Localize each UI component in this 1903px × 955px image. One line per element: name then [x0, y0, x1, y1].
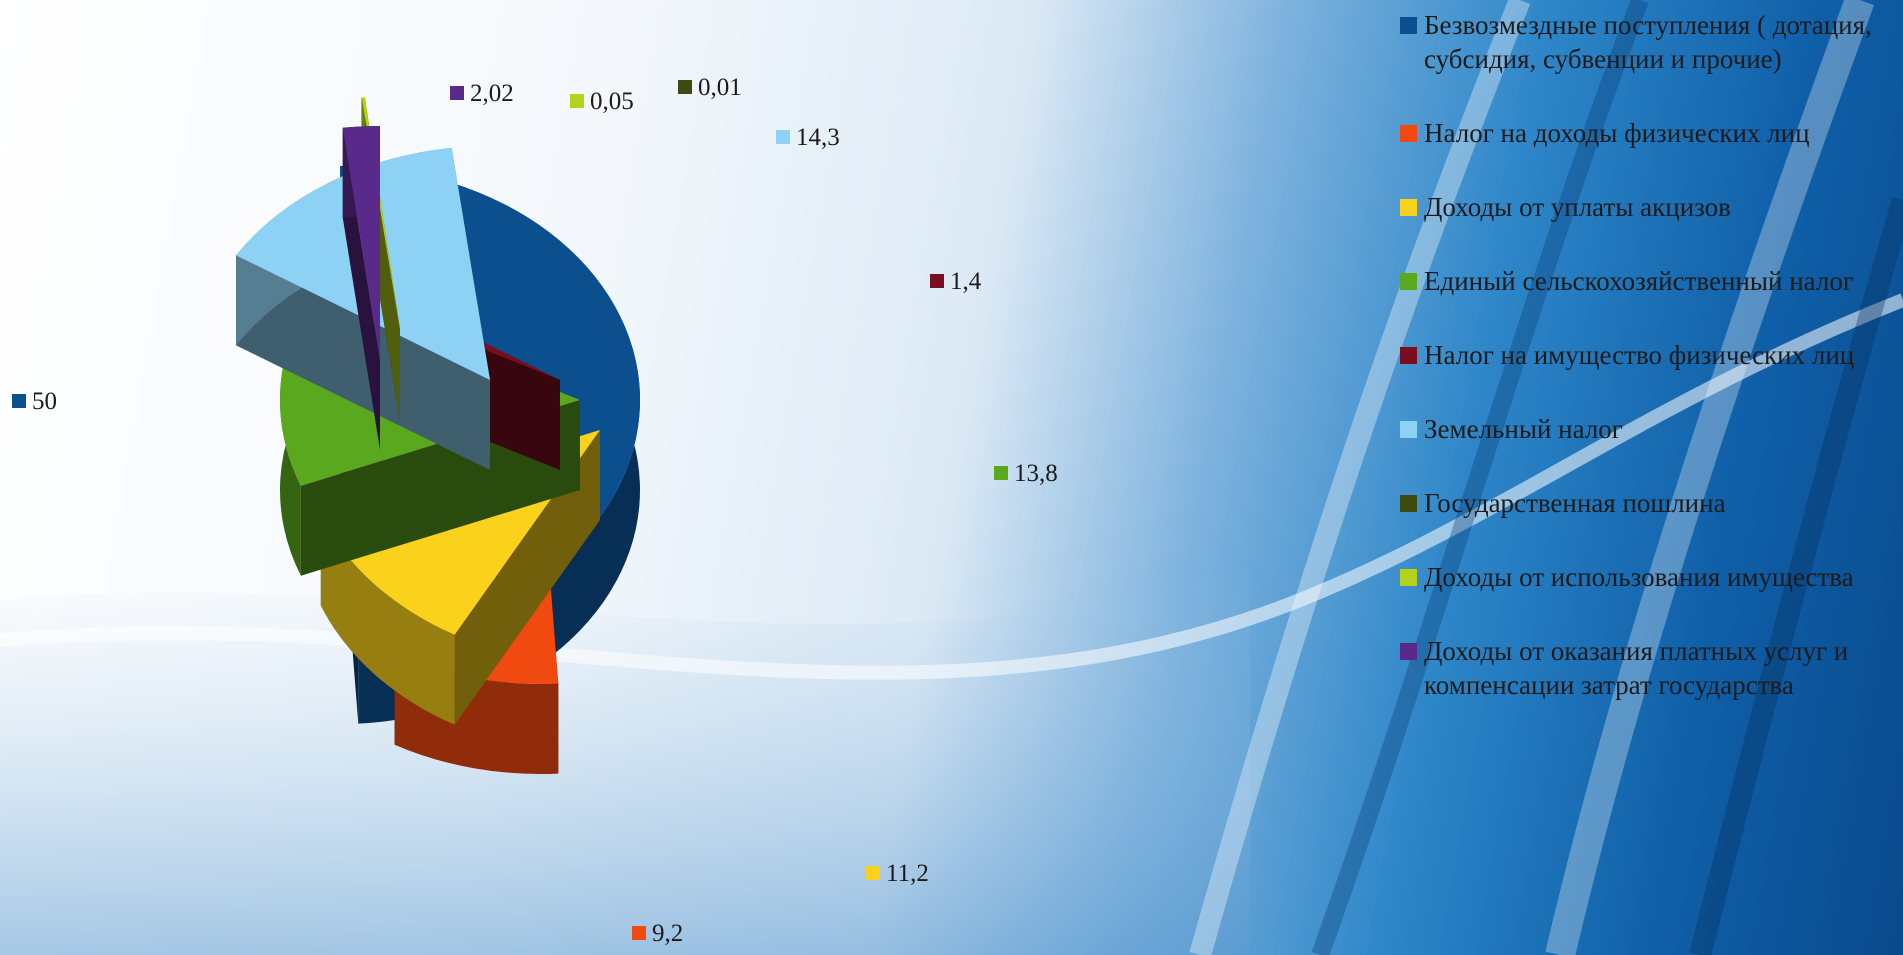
legend-item: Налог на имущество физических лиц — [1398, 338, 1898, 372]
legend-label: Единый сельскохозяйственный налог — [1424, 266, 1854, 296]
legend-swatch-icon — [1400, 199, 1417, 216]
label-swatch-icon — [776, 130, 790, 144]
pie-slice — [342, 126, 380, 451]
label-swatch-icon — [570, 94, 584, 108]
legend-swatch-icon — [1400, 643, 1417, 660]
data-label-value: 9,2 — [652, 920, 684, 947]
data-label: 11,2 — [866, 860, 929, 888]
label-swatch-icon — [930, 274, 944, 288]
chart-legend: Безвозмездные поступления ( дотация, суб… — [1398, 8, 1898, 702]
legend-swatch-icon — [1400, 569, 1417, 586]
legend-item: Земельный налог — [1398, 412, 1898, 446]
data-label-value: 1,4 — [950, 268, 982, 295]
data-label: 2,02 — [450, 80, 514, 108]
data-label: 0,05 — [570, 88, 634, 116]
legend-label: Доходы от использования имущества — [1424, 562, 1854, 592]
data-label-value: 14,3 — [796, 124, 840, 151]
data-label-value: 2,02 — [470, 80, 514, 107]
data-label-value: 0,05 — [590, 88, 634, 115]
legend-label: Безвозмездные поступления ( дотация, суб… — [1424, 10, 1872, 74]
legend-swatch-icon — [1400, 273, 1417, 290]
legend-swatch-icon — [1400, 17, 1417, 34]
data-label: 9,2 — [632, 920, 683, 948]
legend-item: Доходы от оказания платных услуг и компе… — [1398, 634, 1898, 702]
legend-swatch-icon — [1400, 347, 1417, 364]
legend-label: Государственная пошлина — [1424, 488, 1726, 518]
legend-item: Доходы от использования имущества — [1398, 560, 1898, 594]
data-label: 14,3 — [776, 124, 840, 152]
legend-label: Доходы от оказания платных услуг и компе… — [1424, 636, 1849, 700]
legend-label: Доходы от уплаты акцизов — [1424, 192, 1731, 222]
legend-item: Доходы от уплаты акцизов — [1398, 190, 1898, 224]
data-label: 50 — [12, 388, 57, 416]
legend-item: Государственная пошлина — [1398, 486, 1898, 520]
data-label-value: 11,2 — [886, 860, 929, 887]
label-swatch-icon — [450, 86, 464, 100]
data-label: 1,4 — [930, 268, 981, 296]
legend-swatch-icon — [1400, 125, 1417, 142]
legend-item: Безвозмездные поступления ( дотация, суб… — [1398, 8, 1898, 76]
data-label-value: 50 — [32, 388, 57, 415]
data-label-value: 0,01 — [698, 74, 742, 101]
data-label: 13,8 — [994, 460, 1058, 488]
legend-label: Земельный налог — [1424, 414, 1623, 444]
legend-label: Налог на имущество физических лиц — [1424, 340, 1855, 370]
legend-swatch-icon — [1400, 495, 1417, 512]
label-swatch-icon — [994, 466, 1008, 480]
label-swatch-icon — [678, 80, 692, 94]
data-label-value: 13,8 — [1014, 460, 1058, 487]
legend-item: Единый сельскохозяйственный налог — [1398, 264, 1898, 298]
label-swatch-icon — [12, 394, 26, 408]
legend-item: Налог на доходы физических лиц — [1398, 116, 1898, 150]
data-label: 0,01 — [678, 74, 742, 102]
label-swatch-icon — [632, 926, 646, 940]
label-swatch-icon — [866, 866, 880, 880]
legend-label: Налог на доходы физических лиц — [1424, 118, 1810, 148]
legend-swatch-icon — [1400, 421, 1417, 438]
